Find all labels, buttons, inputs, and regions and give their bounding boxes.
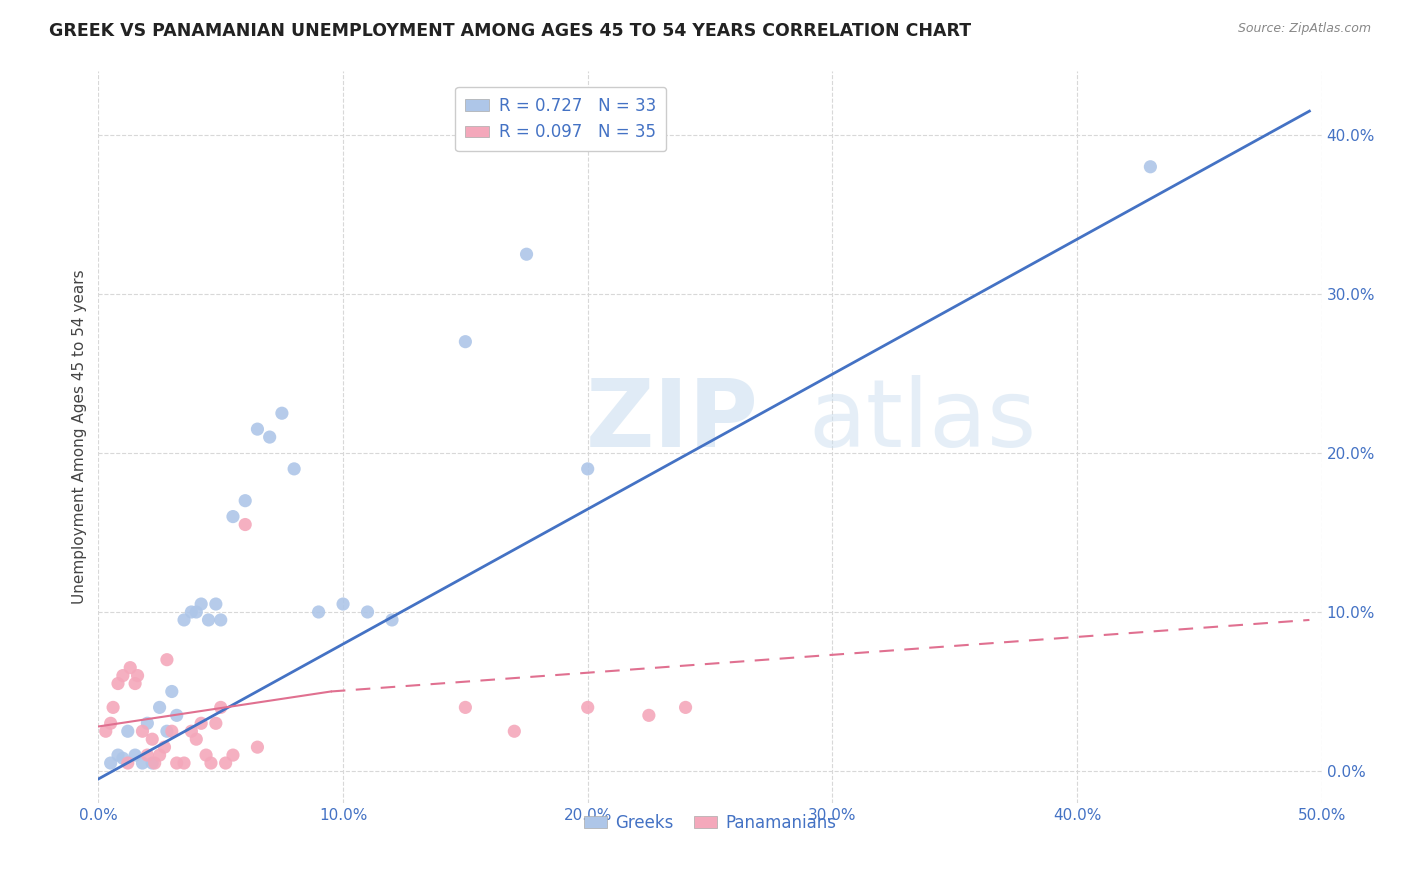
Point [149, 700, 172, 714]
Point [515, 247, 537, 261]
Point [222, 509, 245, 524]
Point [173, 756, 195, 770]
Point [675, 700, 697, 714]
Point [259, 430, 281, 444]
Point [173, 613, 195, 627]
Point [186, 605, 208, 619]
Point [637, 708, 661, 723]
Point [94, 724, 117, 739]
Point [270, 406, 294, 420]
Legend: Greeks, Panamanians: Greeks, Panamanians [576, 807, 844, 838]
Point [214, 756, 236, 770]
Point [205, 716, 228, 731]
Point [141, 756, 163, 770]
Point [503, 724, 526, 739]
Point [222, 748, 245, 763]
Point [205, 597, 228, 611]
Point [136, 716, 159, 731]
Point [100, 716, 122, 731]
Point [111, 751, 134, 765]
Point [190, 716, 212, 731]
Point [141, 732, 163, 747]
Point [101, 700, 124, 714]
Point [180, 605, 202, 619]
Point [160, 724, 183, 739]
Point [117, 756, 139, 770]
Point [356, 605, 378, 619]
Point [111, 668, 134, 682]
Text: ZIP: ZIP [586, 376, 759, 467]
Point [454, 334, 477, 349]
Point [156, 653, 179, 667]
Point [160, 684, 183, 698]
Point [143, 756, 166, 770]
Point [233, 493, 256, 508]
Point [107, 676, 129, 690]
Point [131, 724, 153, 739]
Point [195, 748, 218, 763]
Point [149, 748, 172, 763]
Point [246, 422, 269, 436]
Point [576, 700, 599, 714]
Point [107, 748, 129, 763]
Point [100, 756, 122, 770]
Point [166, 756, 188, 770]
Point [153, 740, 176, 755]
Point [190, 597, 212, 611]
Point [308, 605, 330, 619]
Text: atlas: atlas [808, 376, 1036, 467]
Point [166, 708, 188, 723]
Point [1139, 160, 1161, 174]
Point [332, 597, 354, 611]
Point [454, 700, 477, 714]
Point [120, 660, 142, 674]
Point [131, 756, 153, 770]
Point [233, 517, 256, 532]
Point [127, 668, 149, 682]
Point [209, 700, 232, 714]
Point [283, 462, 305, 476]
Point [381, 613, 404, 627]
Point [197, 613, 219, 627]
Point [124, 676, 146, 690]
Point [124, 748, 146, 763]
Point [156, 724, 179, 739]
Point [117, 724, 139, 739]
Point [186, 732, 208, 747]
Text: Source: ZipAtlas.com: Source: ZipAtlas.com [1237, 22, 1371, 36]
Text: GREEK VS PANAMANIAN UNEMPLOYMENT AMONG AGES 45 TO 54 YEARS CORRELATION CHART: GREEK VS PANAMANIAN UNEMPLOYMENT AMONG A… [49, 22, 972, 40]
Point [180, 724, 202, 739]
Point [246, 740, 269, 755]
Y-axis label: Unemployment Among Ages 45 to 54 years: Unemployment Among Ages 45 to 54 years [72, 269, 87, 605]
Point [136, 748, 159, 763]
Point [576, 462, 599, 476]
Point [200, 756, 222, 770]
Point [209, 613, 232, 627]
